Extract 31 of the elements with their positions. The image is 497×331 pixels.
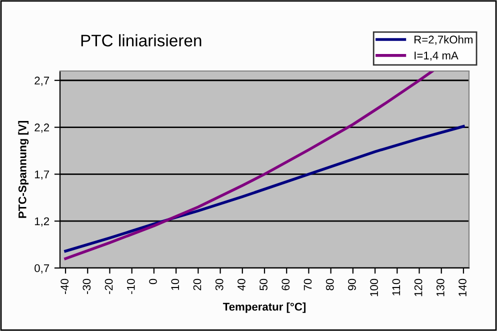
- x-tick-label: 90: [348, 278, 356, 290]
- line-series: [64, 71, 434, 260]
- y-tick-label: 1,7: [34, 170, 50, 180]
- y-tick-label: 0,7: [34, 264, 50, 274]
- legend-label: R=2,7kOhm: [414, 35, 472, 45]
- x-tick-label: -40: [60, 278, 69, 294]
- x-axis-title: Temperatur [°C]: [222, 302, 306, 313]
- x-tick-label: 10: [171, 278, 180, 290]
- x-tick-label: -20: [104, 278, 113, 294]
- y-tick-label: 2,2: [34, 124, 50, 133]
- x-tick-label: -30: [82, 278, 91, 294]
- x-tick-label: 40: [238, 278, 246, 291]
- x-tick-label: 20: [193, 278, 202, 290]
- x-tick-label: 30: [215, 278, 224, 290]
- x-tick-label: -10: [126, 278, 135, 294]
- x-tick-label: 110: [392, 278, 400, 296]
- x-tick-label: 100: [370, 278, 378, 296]
- x-tick-label: 140: [458, 278, 466, 296]
- x-tick-label: 80: [326, 278, 334, 290]
- x-tick-label: 60: [282, 278, 290, 290]
- y-tick-label: 1,2: [34, 217, 50, 227]
- y-tick-label: 2,7: [34, 76, 50, 86]
- line-series: [64, 124, 465, 253]
- legend-label: I=1,4 mA: [414, 52, 458, 61]
- x-tick-label: 70: [304, 278, 312, 290]
- x-tick-label: 130: [436, 278, 444, 296]
- x-tick-label: 0: [149, 278, 157, 284]
- x-tick-label: 120: [414, 278, 422, 296]
- y-axis-title: PTC-Spannung [V]: [18, 121, 29, 218]
- chart-title: PTC liniarisieren: [81, 34, 202, 46]
- x-tick-label: 50: [260, 278, 268, 290]
